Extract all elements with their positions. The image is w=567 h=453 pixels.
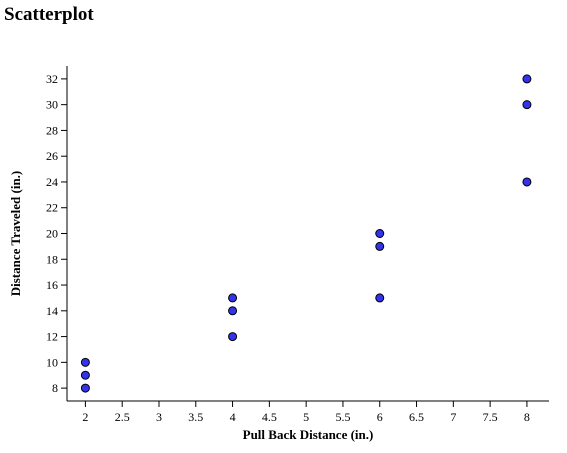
x-tick-label: 4.5 (262, 410, 277, 424)
data-point (375, 293, 385, 303)
x-axis-title: Pull Back Distance (in.) (243, 427, 374, 442)
y-tick-label: 22 (46, 201, 58, 215)
x-tick-label: 7 (450, 410, 456, 424)
y-tick-label: 10 (46, 355, 58, 369)
x-axis-ticks: 2 2.5 3 3.5 4 4.5 5 5.5 6 6.5 7 7.5 8 (82, 401, 530, 424)
data-point (80, 370, 90, 380)
x-tick-label: 3 (156, 410, 162, 424)
x-tick-label: 8 (524, 410, 530, 424)
data-point (375, 229, 385, 238)
y-tick-label: 30 (46, 98, 58, 112)
x-tick-label: 2 (82, 410, 88, 424)
data-point (80, 383, 90, 393)
x-tick-label: 7.5 (483, 410, 498, 424)
x-tick-label: 5 (303, 410, 309, 424)
y-tick-label: 32 (46, 72, 58, 86)
y-tick-label: 28 (46, 123, 58, 137)
y-tick-label: 18 (46, 252, 58, 266)
axes (66, 66, 549, 402)
data-point (375, 241, 385, 251)
chart-title: Scatterplot (4, 4, 94, 25)
data-points (80, 74, 532, 393)
data-point (80, 357, 90, 367)
x-tick-label: 6.5 (409, 410, 424, 424)
y-axis-ticks: 8 10 12 14 16 18 20 22 24 26 28 30 32 (46, 72, 67, 395)
y-tick-label: 12 (46, 330, 58, 344)
y-tick-label: 14 (46, 304, 58, 318)
data-point (522, 74, 532, 84)
x-tick-label: 2.5 (115, 410, 130, 424)
x-tick-label: 4 (230, 410, 236, 424)
y-axis-title: Distance Traveled (in.) (8, 171, 23, 297)
y-tick-label: 26 (46, 149, 58, 163)
y-tick-label: 8 (52, 381, 58, 395)
data-point (228, 293, 238, 303)
data-point (522, 100, 532, 110)
y-tick-label: 20 (46, 227, 58, 241)
data-point (228, 332, 238, 342)
x-tick-label: 6 (377, 410, 383, 424)
x-tick-label: 3.5 (188, 410, 203, 424)
data-point (522, 177, 532, 187)
y-tick-label: 16 (46, 278, 58, 292)
y-tick-label: 24 (46, 175, 58, 189)
data-point (228, 306, 238, 316)
x-tick-label: 5.5 (335, 410, 350, 424)
